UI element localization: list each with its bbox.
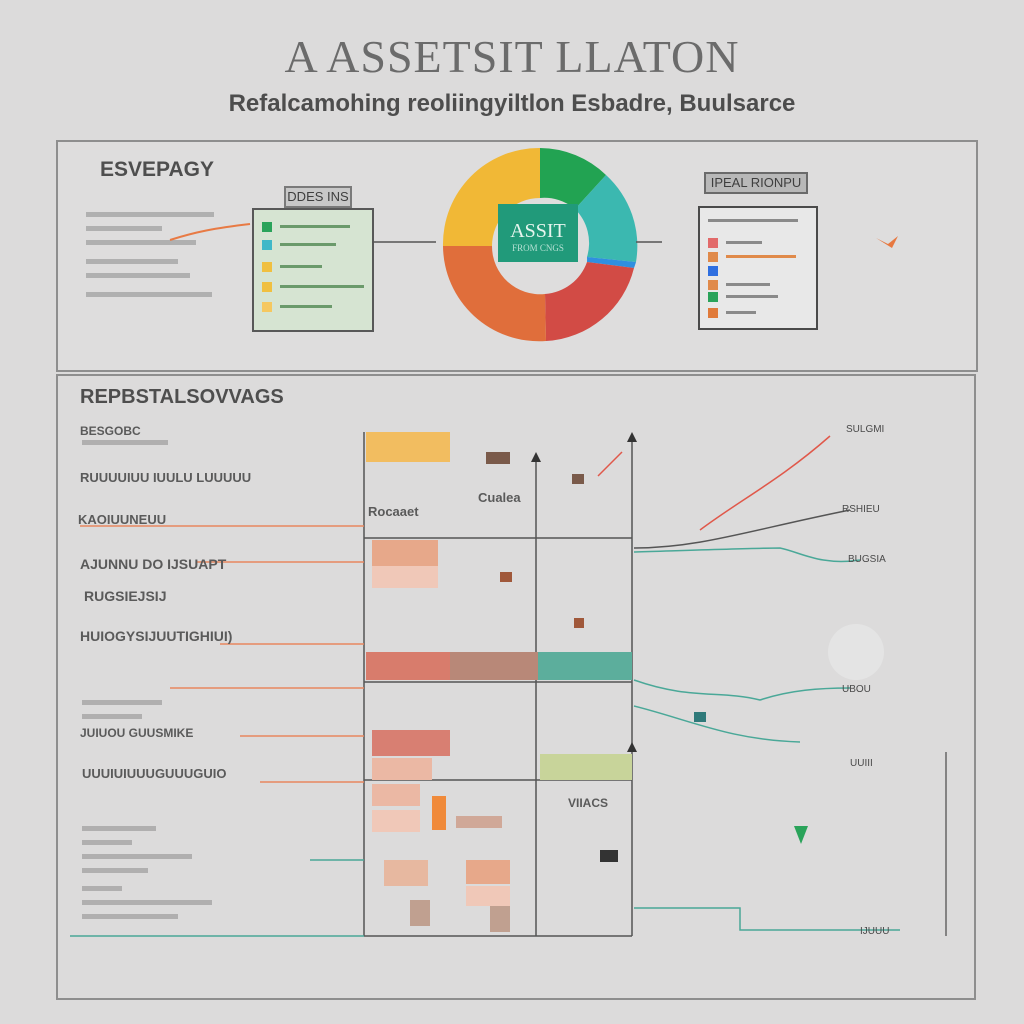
left-label-1: BESGOBC [80, 424, 141, 438]
pie-blue-segment [587, 257, 636, 268]
cell-green-band [540, 754, 632, 780]
left-label-7: JUIUOU GUUSMIKE [80, 726, 194, 740]
page-subtitle: Refalcamohing reoliingyiltlon Esbadre, B… [228, 90, 796, 117]
cell-brown-band [450, 652, 538, 680]
cell-teal-band [538, 652, 632, 680]
top-panel-heading: ESVEPAGY [100, 158, 214, 181]
bottom-panel-heading: REPBSTALSOVVAGS [80, 386, 284, 408]
green-triangle-marker [794, 826, 808, 844]
bottom-table-grid [363, 432, 637, 937]
right-info-box [698, 206, 818, 330]
cell-peach-1 [372, 540, 438, 566]
bottom-text-block-mid [82, 700, 202, 728]
marker-brown-1 [486, 452, 510, 464]
center-tag-title: ASSIT [510, 220, 566, 242]
cell-peach-6 [384, 860, 428, 886]
connector-lines-right [597, 435, 947, 936]
teal-square-marker [694, 712, 706, 722]
left-label-4: AJUNNU DO IJSUAPT [80, 556, 227, 572]
center-tag-sub: FROM CNGS [512, 243, 564, 253]
pie-green-segment [540, 148, 606, 209]
center-asset-tag: ASSIT FROM CNGS [498, 204, 578, 262]
legend-box [252, 208, 374, 332]
left-label-6: HUIOGYSIJUUTIGHIUI) [80, 628, 233, 644]
pie-red-segment [545, 262, 634, 341]
top-text-block [86, 212, 216, 306]
bottom-text-block-base [82, 886, 222, 928]
cell-peach-3 [372, 758, 432, 780]
left-label-2: RUUUUIUU IUULU LUUUUU [80, 470, 252, 485]
orange-connector-top [169, 223, 251, 241]
pie-teal-segment [575, 175, 638, 262]
left-label-8: UUUIUIUUUGUUUGUIO [82, 766, 227, 781]
cell-peach-2 [372, 566, 438, 588]
right-flag-6: IJUUU [860, 926, 890, 937]
cell-peach-4 [372, 784, 420, 806]
legend-tag: DDES INS [284, 186, 352, 208]
left-label-5: RUGSIEJSIJ [84, 588, 167, 604]
table-label-bottom: VIIACS [568, 796, 609, 810]
left-label-3: KAOIUUNEUU [78, 512, 167, 527]
right-flag-4: UBOU [842, 684, 871, 695]
cell-arrow-brown [456, 816, 502, 828]
bottom-text-block-low [82, 826, 212, 882]
cell-red-band [366, 652, 450, 680]
orange-spark-icon [876, 236, 898, 248]
marker-brown-3 [500, 572, 512, 582]
pie-yellow-segment [442, 147, 540, 246]
cell-red-small [372, 730, 450, 756]
right-flag-2: RSHIEU [842, 504, 880, 515]
cell-peach-8 [466, 886, 510, 906]
pie-orange-segment [443, 246, 546, 342]
page-title: A ASSETSIT LLATON [284, 31, 740, 82]
right-flag-3: BUGSIA [848, 554, 886, 565]
cell-peach-5 [372, 810, 420, 832]
faded-circle [828, 624, 884, 680]
cell-yellow-top [366, 432, 450, 462]
cell-small-bar-2 [490, 906, 510, 932]
connector-lines-left [70, 525, 364, 937]
top-panel: ESVEPAGY DDES INS IPEAL RIONPU [56, 140, 978, 372]
cell-peach-7 [466, 860, 510, 884]
right-tag: IPEAL RIONPU [704, 172, 808, 194]
marker-brown-2 [572, 474, 584, 484]
bottom-text-block-top [82, 440, 202, 454]
donut-chart [442, 147, 638, 342]
right-flag-1: SULGMI [846, 424, 885, 435]
cell-orange-bar [432, 796, 446, 830]
right-flag-5: UUIII [850, 758, 873, 769]
table-label-right: Cualea [478, 490, 521, 505]
cell-small-bar-1 [410, 900, 430, 926]
table-label-left: Rocaaet [368, 504, 419, 519]
marker-brown-4 [574, 618, 584, 628]
marker-dark [600, 850, 618, 862]
